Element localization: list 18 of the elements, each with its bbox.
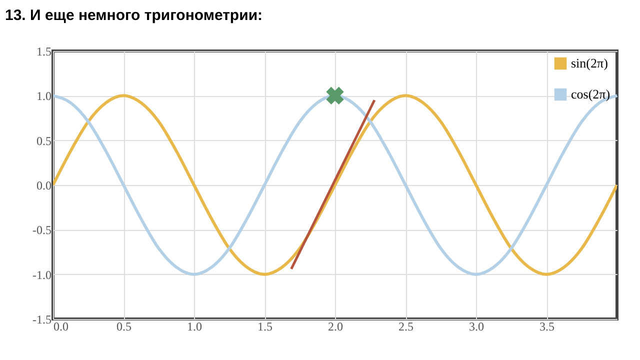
chart-title: 13. И еще немного тригонометрии: — [5, 7, 263, 24]
x-tick-label: 1.0 — [187, 320, 202, 334]
y-tick-label: 0.0 — [36, 178, 52, 192]
y-tick-label: -1.5 — [32, 312, 52, 326]
x-tick-label: 1.5 — [258, 320, 272, 334]
y-tick-label: 1.0 — [36, 89, 52, 104]
y-tick-label: 0.5 — [36, 134, 52, 148]
x-tick-label: 0.0 — [54, 320, 68, 334]
x-tick-label: 3.5 — [540, 320, 554, 334]
x-tick-label: 2.0 — [328, 320, 343, 334]
y-tick-label: -0.5 — [32, 223, 52, 238]
y-tick-label: 1.5 — [36, 44, 52, 58]
x-tick-label: 0.5 — [116, 320, 132, 334]
y-tick-label: -1.0 — [32, 268, 52, 282]
legend-label: sin(2π) — [571, 56, 608, 70]
x-tick-label: 2.5 — [398, 320, 414, 334]
legend-label: cos(2π) — [571, 86, 610, 102]
x-tick-label: 3.0 — [469, 320, 484, 334]
